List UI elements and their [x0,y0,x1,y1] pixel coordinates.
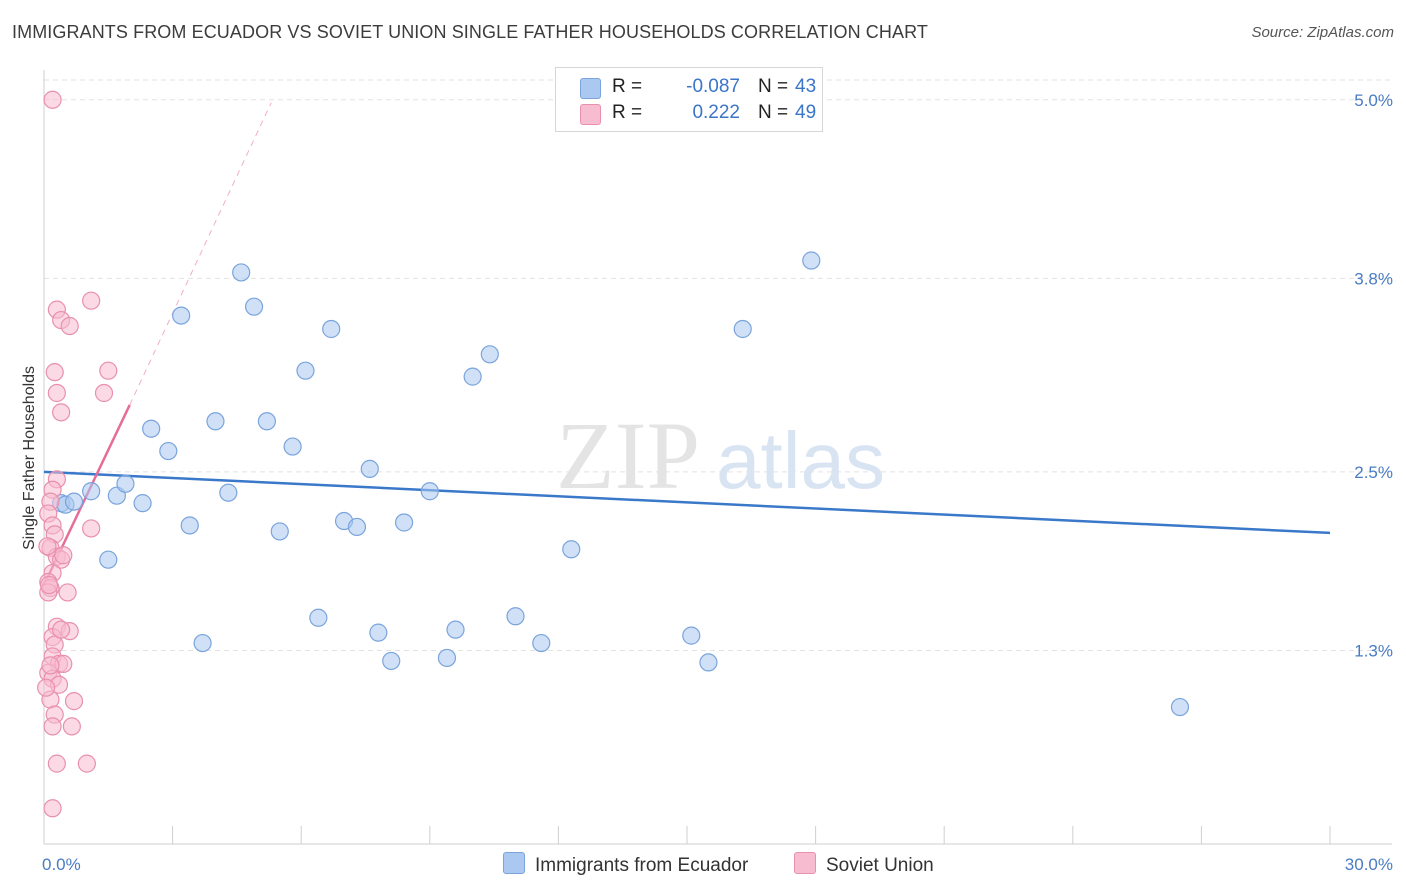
soviet-point [47,754,66,773]
ecuador-point [382,651,401,671]
legend-label-ecuador: Immigrants from Ecuador [535,855,749,876]
ecuador-point [283,437,302,456]
soviet-point [99,361,118,380]
chart-title: IMMIGRANTS FROM ECUADOR VS SOVIET UNION … [12,22,928,42]
data-points [37,90,1190,818]
ecuador-point [206,412,225,431]
soviet-point [43,90,62,109]
ecuador-point [437,648,457,668]
soviet-point [77,754,96,773]
soviet-point [60,316,79,336]
y-tick-label: 1.3% [1354,642,1393,661]
soviet-point [82,519,101,538]
trend-extension [129,102,272,406]
ecuador-point [802,251,821,270]
soviet-point [40,575,59,595]
soviet-point [43,799,62,818]
ecuador-point [532,633,551,653]
soviet-point [38,537,57,556]
ecuador-point [270,522,289,541]
legend-item-soviet[interactable]: Soviet Union [794,852,934,877]
ecuador-point [296,361,315,380]
ecuador-point [394,513,414,532]
y-axis-label: Single Father Households [21,366,38,550]
legend-item-ecuador[interactable]: Immigrants from Ecuador [503,852,748,877]
ecuador-point [322,319,341,339]
x-tick-label: 0.0% [42,855,81,874]
soviet-point [58,583,77,602]
r-label: R = [612,102,643,123]
ecuador-point [142,419,161,438]
ecuador-point [347,517,367,537]
soviet-point [54,546,73,565]
y-tick-label: 5.0% [1354,91,1393,110]
grid-lines [44,79,1392,651]
ecuador-point [232,263,251,282]
ecuador-point [244,297,264,316]
ecuador-point [733,319,752,339]
ecuador-point [480,345,499,364]
ecuador-point [82,482,101,501]
soviet-point [82,291,101,310]
x-tick-label: 30.0% [1345,855,1393,874]
soviet-point [64,692,84,711]
ecuador-point [506,607,525,626]
ecuador-point [463,367,482,386]
source-label: Source: ZipAtlas.com [1251,24,1394,41]
ecuador-point [116,474,135,493]
soviet-point [43,717,62,736]
ecuador-point [562,540,581,559]
correlation-legend: R = -0.087 N = 43 R = 0.222 N = 49 [555,67,823,132]
soviet-point [41,656,60,675]
soviet-point [52,620,71,639]
n-value: 49 [795,102,817,123]
r-value: 0.222 [692,102,740,123]
ecuador-point [99,550,118,569]
legend-swatch-soviet [794,852,816,874]
ecuador-point [64,492,84,511]
ecuador-point [1170,697,1190,717]
soviet-point [47,383,66,403]
n-label: N = [758,76,789,97]
legend-swatch-ecuador [580,78,601,99]
watermark-zip: ZIP [556,402,700,509]
ecuador-point [699,653,718,672]
ecuador-point [193,633,212,653]
legend-swatch-soviet [580,104,601,125]
ecuador-point [446,620,465,639]
ecuador-point [369,623,388,642]
soviet-point [62,717,81,736]
soviet-point [52,403,71,422]
axes [43,70,1392,845]
ecuador-point [180,516,199,535]
soviet-point [45,363,64,382]
r-label: R = [612,76,643,97]
legend-swatch-ecuador [503,852,525,874]
legend-label-soviet: Soviet Union [826,855,934,876]
n-value: 43 [795,76,817,97]
ecuador-point [172,306,191,325]
ecuador-point [133,494,152,513]
ecuador-point [257,412,277,431]
soviet-point [37,678,56,697]
trend-lines [42,102,1331,586]
ecuador-point [159,441,178,461]
ecuador-point [309,608,328,627]
ecuador-point [219,483,238,502]
ecuador-point [360,459,379,479]
soviet-point [94,383,114,403]
ecuador-point [420,482,439,501]
y-tick-label: 3.8% [1354,269,1393,288]
tick-labels: 1.3% 2.5% 3.8% 5.0% 0.0% 30.0% [42,91,1393,874]
n-label: N = [758,102,789,123]
ecuador-point [682,626,701,645]
watermark: ZIP atlas [556,402,885,509]
watermark-atlas: atlas [716,416,885,505]
trend-line [43,470,1331,535]
r-value: -0.087 [686,76,740,97]
y-tick-label: 2.5% [1354,463,1393,482]
